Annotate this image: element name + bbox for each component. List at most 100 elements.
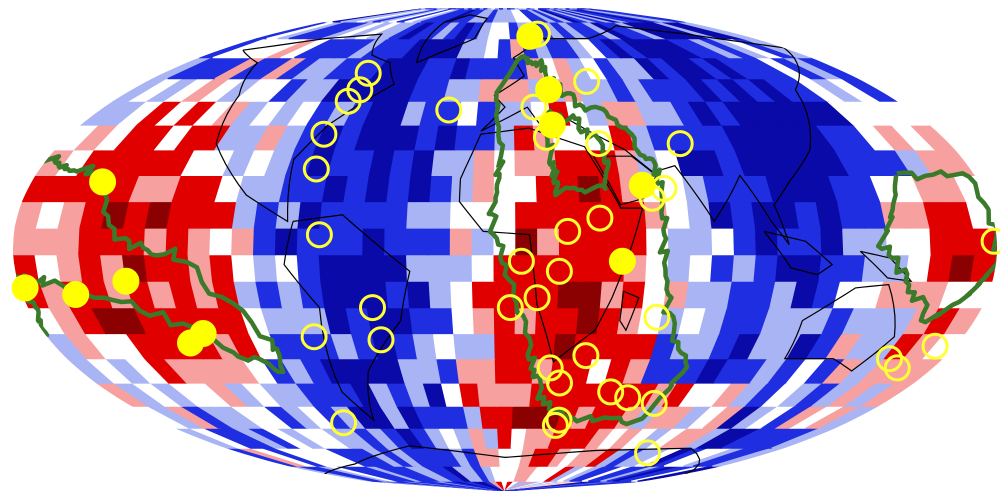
anomaly-cell	[515, 200, 539, 229]
coastline	[416, 14, 489, 64]
anomaly-cell	[209, 227, 234, 256]
hotspot-open-marker	[586, 204, 614, 232]
anomaly-cell	[689, 227, 714, 256]
anomaly-cell	[341, 280, 368, 309]
anomaly-cell	[427, 254, 452, 282]
anomaly-cell	[666, 254, 692, 282]
anomaly-cell	[495, 382, 515, 407]
anomaly-cell	[385, 280, 411, 309]
anomaly-cell	[428, 280, 453, 309]
hotspot-filled-marker	[62, 281, 90, 308]
hotspot-open-marker	[640, 389, 668, 417]
anomaly-cell	[753, 254, 779, 282]
anomaly-cell	[434, 124, 459, 151]
anomaly-cell	[431, 149, 456, 176]
anomaly-cell	[473, 149, 496, 176]
hotspot-filled-marker	[89, 168, 117, 196]
hotspot-filled-marker	[608, 247, 636, 275]
hotspot-filled-marker	[628, 171, 656, 199]
anomaly-cell	[99, 227, 125, 256]
anomaly-cell	[384, 254, 409, 282]
hotspot-open-marker	[520, 93, 548, 121]
llsvp-outline-western-pacific-llsvp	[875, 169, 997, 325]
anomaly-cell	[408, 307, 435, 335]
hotspots	[11, 20, 1000, 467]
anomaly-cell	[497, 427, 513, 449]
anomaly-cell	[642, 280, 669, 309]
anomaly-cell	[580, 227, 605, 256]
anomaly-cell	[384, 227, 408, 256]
anomaly-cell	[209, 254, 235, 282]
hotspot-open-marker	[614, 384, 642, 412]
hotspot-filled-marker	[112, 267, 140, 295]
anomaly-cell	[143, 254, 170, 282]
anomaly-cell	[688, 254, 714, 282]
globe-disc	[13, 8, 997, 491]
coastline	[324, 445, 701, 475]
anomaly-cell	[454, 124, 478, 151]
hotspot-open-marker	[545, 406, 573, 434]
anomaly-cell	[840, 254, 867, 282]
anomaly-cell	[578, 280, 604, 309]
hotspot-open-marker	[507, 247, 535, 275]
anomaly-cell	[494, 358, 516, 384]
anomaly-cell	[472, 174, 496, 203]
anomaly-cell	[820, 227, 845, 256]
anomaly-cell	[512, 382, 533, 407]
anomaly-cell	[514, 149, 537, 176]
anomaly-cell	[451, 307, 475, 335]
anomaly-cell	[477, 382, 498, 407]
hotspot-open-marker	[305, 221, 333, 249]
hotspot-open-marker	[302, 155, 330, 183]
anomaly-cell	[318, 254, 344, 282]
anomaly-cell	[449, 227, 473, 256]
anomaly-cell	[471, 254, 495, 282]
anomaly-cell	[231, 227, 256, 256]
anomaly-cell	[436, 358, 461, 384]
hotspot-filled-marker	[535, 76, 563, 104]
anomaly-cell	[951, 227, 976, 256]
coastline	[283, 214, 411, 422]
anomaly-cell	[863, 227, 889, 256]
hotspot-open-marker	[546, 369, 573, 397]
anomaly-cell	[412, 332, 438, 360]
hotspot-open-marker	[666, 130, 694, 158]
anomaly-cell	[497, 37, 513, 59]
anomaly-cell	[580, 254, 605, 282]
anomaly-cell	[482, 427, 500, 449]
anomaly-cell	[599, 280, 625, 309]
anomaly-cell	[555, 307, 580, 335]
llsvp-outline-african-llsvp	[486, 53, 690, 427]
anomaly-cell	[496, 405, 514, 429]
anomaly-cell	[494, 332, 516, 360]
anomaly-cell	[733, 227, 758, 256]
anomaly-cell	[775, 254, 801, 282]
anomaly-cell	[56, 227, 81, 256]
anomaly-cell	[406, 200, 431, 229]
anomaly-cell	[536, 200, 561, 229]
anomaly-cell	[405, 227, 430, 256]
anomaly-cell	[78, 254, 105, 282]
anomaly-cell	[665, 200, 691, 229]
anomaly-cell	[430, 307, 455, 335]
anomaly-cell	[427, 227, 452, 256]
anomaly-cell	[296, 254, 322, 282]
anomaly-cell	[453, 332, 477, 360]
hotspot-open-marker	[876, 345, 903, 373]
anomaly-cell	[78, 227, 103, 256]
anomaly-cell	[842, 227, 867, 256]
anomaly-cell	[479, 405, 499, 429]
hotspot-filled-marker	[189, 320, 217, 347]
anomaly-cell	[449, 254, 474, 282]
anomaly-cell	[340, 227, 364, 256]
anomaly-cell	[471, 280, 496, 309]
hotspot-open-marker	[435, 96, 463, 124]
anomaly-cell	[458, 382, 481, 407]
hotspot-open-marker	[310, 120, 338, 148]
hotspot-open-marker	[496, 294, 524, 322]
anomaly-cell	[710, 254, 736, 282]
coastline	[215, 33, 395, 223]
anomaly-cell	[450, 174, 475, 203]
